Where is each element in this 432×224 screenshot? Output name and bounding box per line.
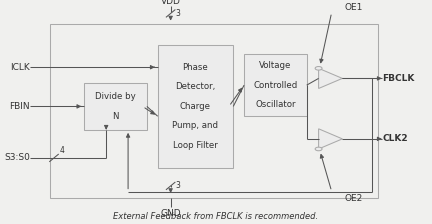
Text: CLK2: CLK2 bbox=[382, 134, 408, 143]
Text: 3: 3 bbox=[176, 9, 181, 18]
Text: 4: 4 bbox=[60, 146, 64, 155]
Circle shape bbox=[315, 147, 322, 151]
Text: Loop Filter: Loop Filter bbox=[173, 141, 218, 150]
Text: Pump, and: Pump, and bbox=[172, 121, 219, 130]
Circle shape bbox=[315, 67, 322, 70]
Text: FBIN: FBIN bbox=[10, 102, 30, 111]
Text: Voltage: Voltage bbox=[259, 61, 292, 70]
Bar bbox=[158, 45, 233, 168]
Text: GND: GND bbox=[160, 209, 181, 218]
Text: External Feedback from FBCLK is recommended.: External Feedback from FBCLK is recommen… bbox=[114, 212, 318, 221]
Text: ICLK: ICLK bbox=[10, 63, 30, 72]
Text: OE1: OE1 bbox=[344, 3, 363, 12]
Text: Oscillator: Oscillator bbox=[255, 100, 295, 109]
Bar bbox=[50, 24, 378, 198]
Text: OE2: OE2 bbox=[344, 194, 363, 203]
Text: FBCLK: FBCLK bbox=[382, 74, 415, 83]
Bar bbox=[244, 54, 307, 116]
Text: Divide by: Divide by bbox=[95, 92, 136, 101]
Text: VDD: VDD bbox=[161, 0, 181, 6]
Text: 3: 3 bbox=[176, 181, 181, 190]
Bar bbox=[84, 83, 147, 130]
Text: Charge: Charge bbox=[180, 102, 211, 111]
Text: Detector,: Detector, bbox=[175, 82, 216, 91]
Text: Controlled: Controlled bbox=[253, 81, 298, 90]
Text: N: N bbox=[112, 112, 119, 121]
Text: Phase: Phase bbox=[183, 63, 208, 72]
Polygon shape bbox=[319, 129, 342, 149]
Text: S3:S0: S3:S0 bbox=[4, 153, 30, 162]
Polygon shape bbox=[319, 68, 342, 88]
